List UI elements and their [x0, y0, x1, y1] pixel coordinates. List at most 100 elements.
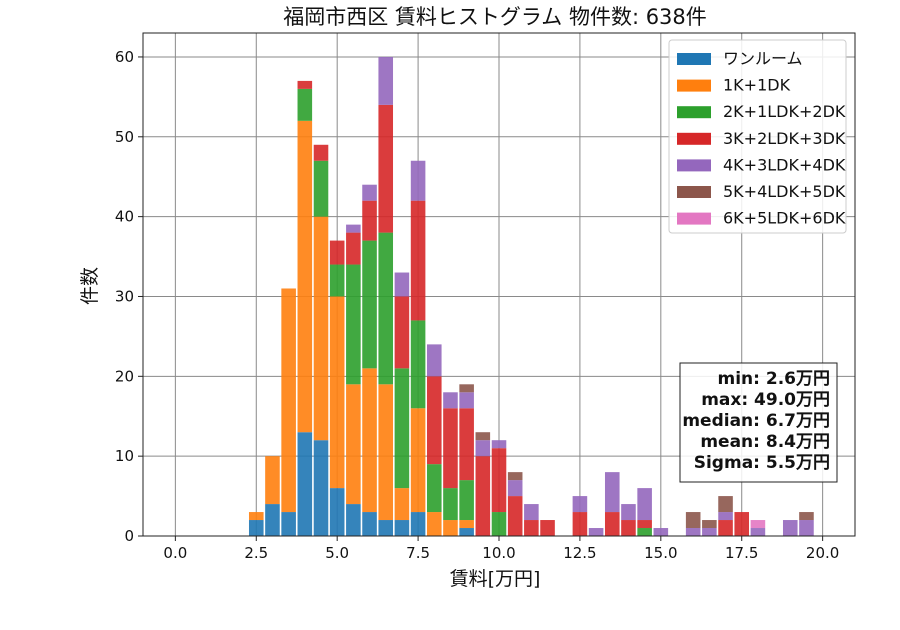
- bar-segment-s2: [426, 464, 442, 513]
- bar-segment-s4: [394, 272, 410, 297]
- bar-segment-s3: [362, 200, 377, 241]
- y-tick-label: 50: [115, 128, 134, 146]
- bar-segment-s2: [394, 368, 410, 489]
- bar-segment-s3: [459, 408, 474, 481]
- bar-segment-s4: [588, 528, 604, 536]
- bar-segment-s2: [637, 528, 652, 536]
- bar-segment-s3: [734, 512, 750, 536]
- legend-box: [668, 39, 847, 234]
- bar-segment-s1: [265, 456, 280, 505]
- bar-segment-s1: [443, 520, 458, 536]
- bar-segment-s4: [443, 392, 458, 409]
- bar-segment-s3: [621, 520, 636, 536]
- x-tick-label: 12.5: [563, 544, 596, 562]
- y-tick-label: 20: [115, 367, 134, 385]
- bar-segment-s4: [782, 520, 798, 536]
- bar-segment-s3: [475, 456, 491, 536]
- y-tick-label: 0: [124, 527, 134, 545]
- bar-segment-s0: [394, 520, 410, 536]
- bar-segment-s2: [329, 264, 345, 297]
- bar-segment-s2: [459, 480, 474, 521]
- bar-segment-s3: [491, 448, 507, 513]
- bar-segment-s2: [346, 264, 361, 385]
- bar-segment-s1: [346, 384, 361, 505]
- legend-label: 2K+1LDK+2DK: [723, 102, 846, 121]
- bar-segment-s4: [346, 224, 361, 233]
- bar-segment-s4: [750, 528, 766, 536]
- legend-label: 4K+3LDK+4DK: [723, 155, 846, 174]
- bar-segment-s4: [604, 472, 620, 513]
- bar-segment-s3: [604, 512, 620, 536]
- bar-segment-s5: [507, 472, 523, 481]
- bar-segment-s5: [799, 512, 814, 521]
- bar-segment-s3: [426, 376, 442, 465]
- bar-segment-s6: [750, 520, 766, 529]
- bar-segment-s3: [443, 408, 458, 489]
- bar-segment-s4: [702, 528, 717, 536]
- bar-segment-s4: [475, 440, 491, 457]
- bar-segment-s4: [410, 160, 426, 201]
- legend-label: ワンルーム: [723, 49, 803, 68]
- bar-segment-s1: [281, 288, 296, 513]
- bar-segment-s0: [329, 488, 345, 536]
- axis-ticks: 0.0 2.5 5.0 7.5 10.0 12.5 15.0 17.5 20.0 0 10 20 30 4…: [115, 48, 839, 562]
- bar-segment-s0: [459, 528, 474, 536]
- bar-segment-s3: [313, 144, 329, 161]
- bar-segment-s5: [718, 496, 733, 513]
- legend-swatch: [677, 53, 711, 65]
- legend-swatch: [677, 79, 711, 92]
- bar-segment-s4: [799, 520, 814, 536]
- bar-segment-s1: [410, 408, 426, 513]
- bar-segment-s3: [378, 104, 394, 233]
- stats-box-frame: [679, 362, 838, 483]
- legend-swatch: [677, 212, 711, 225]
- bar-segment-s2: [313, 160, 329, 217]
- bar-segment-s1: [329, 296, 345, 489]
- bar-segment-s3: [329, 240, 345, 265]
- bar-segment-s3: [718, 520, 733, 536]
- bar-segment-s1: [394, 488, 410, 521]
- bar-segment-s0: [362, 512, 377, 536]
- bar-segment-s1: [459, 520, 474, 529]
- stat-line: min: 2.6万円: [718, 369, 830, 389]
- bar-segment-s4: [491, 440, 507, 449]
- legend: ワンルーム 1K+1DK 2K+1LDK+2DK 3K+2LDK+3DK 4K+3LDK…: [668, 39, 847, 234]
- y-tick-label: 10: [115, 447, 134, 465]
- bar-segment-s4: [426, 344, 442, 377]
- bar-segment-s4: [459, 392, 474, 409]
- bar-segment-s1: [297, 120, 313, 433]
- bar-segment-s3: [540, 520, 555, 536]
- legend-swatch: [677, 132, 711, 145]
- x-tick-label: 20.0: [806, 544, 839, 562]
- bar-segment-s2: [362, 240, 377, 369]
- bar-segment-s4: [362, 184, 377, 201]
- bar-segment-s2: [410, 320, 426, 409]
- stat-line: Sigma: 5.5万円: [694, 453, 830, 473]
- legend-label: 1K+1DK: [723, 76, 791, 95]
- bar-segment-s2: [297, 88, 313, 121]
- bar-segment-s5: [459, 384, 474, 393]
- bar-segment-s3: [346, 232, 361, 265]
- bar-segment-s0: [297, 432, 313, 536]
- bar-segment-s4: [507, 480, 523, 497]
- legend-swatch: [677, 159, 711, 172]
- chart-title: 福岡市西区 賃料ヒストグラム 物件数: 638件: [283, 5, 707, 29]
- bar-segment-s4: [378, 56, 394, 105]
- bar-segment-s0: [378, 520, 394, 536]
- bar-segment-s3: [507, 496, 523, 536]
- bar-segment-s1: [426, 512, 442, 536]
- bar-segment-s5: [702, 520, 717, 529]
- x-axis-title: 賃料[万円]: [450, 568, 541, 590]
- bar-segment-s2: [378, 232, 394, 385]
- bar-segment-s0: [281, 512, 296, 536]
- bars: [248, 56, 814, 536]
- bar-segment-s4: [572, 496, 588, 513]
- bar-segment-s3: [637, 520, 652, 529]
- bar-segment-s4: [685, 528, 701, 536]
- stat-line: median: 6.7万円: [682, 411, 830, 431]
- x-tick-label: 15.0: [644, 544, 677, 562]
- bar-segment-s3: [524, 520, 539, 536]
- bar-segment-s3: [572, 512, 588, 536]
